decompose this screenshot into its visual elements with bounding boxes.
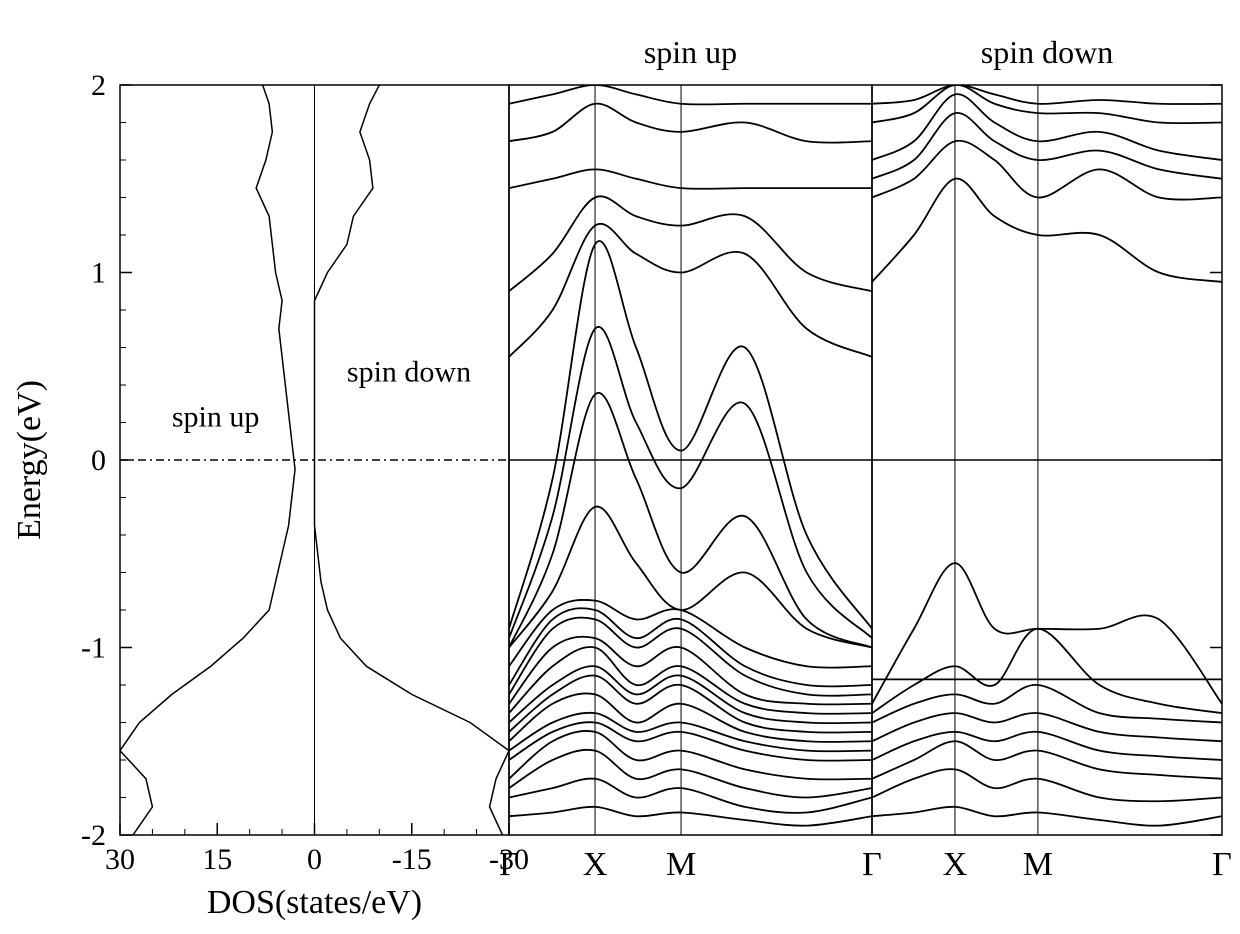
kpath-label-up: Γ [862, 846, 882, 883]
band-line-up [509, 327, 872, 638]
y-tick-label: 1 [91, 257, 106, 290]
title-spin-up: spin up [644, 34, 737, 70]
figure-container: -2-1012Energy(eV)30150-15-30DOS(states/e… [0, 0, 1240, 934]
band-line-dn [872, 807, 1222, 826]
dos-label-spin-down: spin down [347, 355, 471, 388]
kpath-label-up: Γ [499, 846, 519, 883]
band-line-up [509, 779, 872, 813]
kpath-label-dn: Γ [1212, 846, 1232, 883]
band-line-dn [872, 563, 1222, 704]
dos-x-axis-label: DOS(states/eV) [207, 884, 422, 921]
dos-x-tick-label: 0 [307, 843, 322, 876]
band-line-up [509, 169, 872, 188]
dos-x-tick-label: 30 [105, 843, 135, 876]
band-line-up [509, 85, 872, 104]
band-line-up [509, 507, 872, 648]
kpath-label-dn: X [943, 846, 968, 883]
band-line-dn [872, 769, 1222, 801]
plot-svg: -2-1012Energy(eV)30150-15-30DOS(states/e… [0, 0, 1240, 934]
band-line-dn [872, 685, 1222, 723]
band-line-up [509, 807, 872, 826]
dos-x-tick-label: -15 [392, 843, 432, 876]
y-tick-label: -2 [81, 819, 106, 852]
band-line-up [509, 196, 872, 291]
kpath-label-up: M [666, 846, 696, 883]
band-line-up [509, 608, 872, 686]
title-spin-down: spin down [981, 34, 1113, 70]
y-tick-label: 2 [91, 69, 106, 102]
kpath-label-up: X [583, 846, 608, 883]
dos-x-tick-label: 15 [202, 843, 232, 876]
band-line-dn [872, 732, 1222, 760]
band-line-up [509, 393, 872, 648]
band-line-up [509, 104, 872, 143]
band-line-up [509, 637, 872, 705]
band-line-up [509, 224, 872, 357]
band-line-dn [872, 85, 1222, 104]
band-line-dn [872, 741, 1222, 779]
kpath-label-dn: M [1023, 846, 1053, 883]
y-axis-label: Energy(eV) [11, 380, 48, 540]
y-tick-label: 0 [91, 444, 106, 477]
dos-label-spin-up: spin up [172, 400, 260, 433]
band-line-dn [872, 179, 1222, 282]
y-tick-label: -1 [81, 632, 106, 665]
